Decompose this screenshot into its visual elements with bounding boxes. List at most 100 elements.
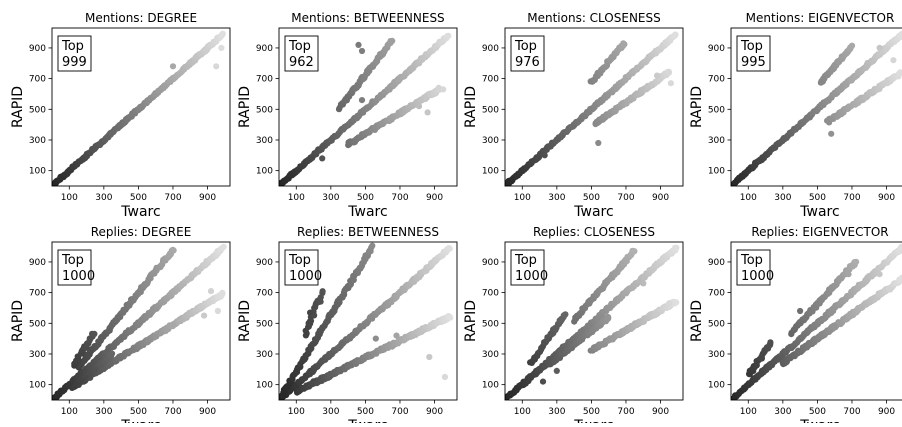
y-tick-label: 300 [708,136,725,146]
x-tick-label: 300 [548,407,565,417]
outlier-point [828,130,835,137]
x-axis-label: Twarc [120,204,160,220]
outlier-point [654,72,661,79]
y-tick-label: 500 [29,319,46,329]
subplot-title: Mentions: BETWEENNESS [291,11,444,25]
data-point [170,247,177,254]
axes-frame [504,27,684,187]
data-point [897,69,902,76]
outlier-point [541,152,548,159]
y-tick-label: 700 [708,289,725,299]
annotation-box [57,249,92,286]
subplot-1: Mentions: DEGREE 100 300 500 700 900 100 300 500… [10,11,231,220]
annotation-line1: Top [740,39,763,54]
outlier-point [169,321,177,328]
x-tick-label: 300 [322,407,339,417]
axes-frame [51,27,231,187]
outlier-point [845,271,852,278]
data-points [279,32,452,186]
x-tick-label: 900 [878,407,895,417]
x-axis-label: Twarc [799,418,839,423]
data-point [219,30,226,37]
annotation-box [510,35,545,72]
x-tick-label: 900 [199,193,216,203]
x-tick-label: 700 [164,193,181,203]
annotation-line2: 995 [741,55,766,70]
outlier-point [654,311,661,318]
annotation-line2: 1000 [741,269,774,284]
x-tick-label: 700 [617,407,634,417]
x-tick-label: 500 [357,407,374,417]
outlier-point [890,57,897,64]
outlier-point [883,78,890,85]
subplot-title: Replies: EIGENVECTOR [751,225,888,239]
y-tick-label: 300 [482,350,499,360]
axes-frame [504,241,684,401]
data-points [52,30,226,186]
x-tick-label: 300 [95,193,112,203]
y-axis-label: RAPID [689,86,705,128]
y-tick-label: 700 [708,75,725,85]
x-tick-label: 900 [652,407,669,417]
data-point [673,244,680,251]
annotation-line2: 1000 [289,269,322,284]
data-points [731,243,902,400]
subplot-7: Replies: CLOSENESS 100 300 500 700 900 100 300 5… [463,225,684,427]
data-point [319,288,326,295]
data-point [369,242,376,249]
y-tick-label: 900 [482,258,499,268]
data-points [505,244,680,400]
annotation-line1: Top [514,253,537,268]
x-axis-label: Twarc [347,204,387,220]
outlier-point [667,80,675,87]
subplot-title: Replies: BETWEENNESS [297,225,439,239]
data-point [389,37,396,45]
annotation-box [736,35,771,72]
x-axis-label: Twarc [120,418,160,423]
y-tick-label: 500 [256,319,273,329]
subplot-5: Replies: DEGREE 100 300 500 700 900 100 300 500 7… [10,225,231,427]
annotation-line2: 999 [62,55,87,70]
x-tick-label: 100 [740,407,757,417]
subplot-4: Mentions: EIGENVECTOR 100 300 500 700 900 100 3… [689,11,902,220]
outlier-point [886,286,894,293]
y-tick-label: 100 [256,167,273,177]
subplot-title: Mentions: CLOSENESS [527,11,661,25]
axes-frame [51,241,231,401]
data-point [91,330,98,337]
x-tick-label: 700 [391,193,408,203]
outlier-point [441,373,448,381]
subplot-3: Mentions: CLOSENESS 100 300 500 700 900 100 300… [463,11,684,220]
outlier-point [169,63,177,70]
axes-frame [730,241,902,401]
outlier-point [415,103,423,110]
data-point [630,248,638,255]
y-tick-label: 100 [708,381,725,391]
y-tick-label: 700 [256,289,273,299]
x-tick-label: 700 [391,407,408,417]
y-tick-label: 300 [256,350,273,360]
y-tick-label: 900 [256,44,273,54]
data-point [673,299,680,306]
x-tick-label: 500 [809,407,826,417]
data-point [848,42,856,49]
axes-frame [730,27,902,187]
data-point [446,245,453,252]
outlier-point [424,109,431,116]
x-tick-label: 100 [61,193,78,203]
annotation-line2: 1000 [62,269,95,284]
data-point [446,313,453,320]
y-tick-label: 900 [29,258,46,268]
x-axis-label: Twarc [347,418,387,423]
x-tick-label: 300 [548,193,565,203]
annotation-line1: Top [288,39,311,54]
outlier-point [393,332,400,339]
data-point [767,339,774,346]
subplot-6: Replies: BETWEENNESS 100 300 500 700 900 100 30… [237,225,458,427]
annotation-line2: 976 [515,55,540,70]
outlier-point [640,280,647,287]
y-axis-label: RAPID [10,86,26,128]
outlier-point [595,139,602,147]
y-tick-label: 700 [482,289,499,299]
x-tick-label: 700 [843,193,860,203]
